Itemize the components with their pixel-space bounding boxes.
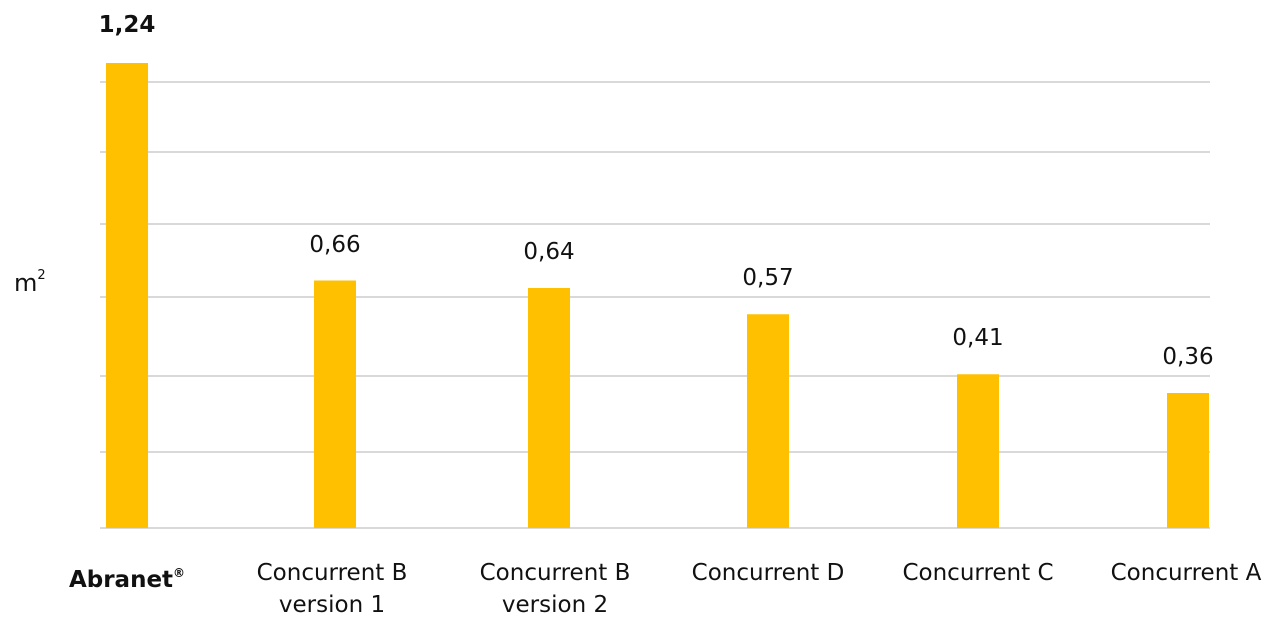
data-label: 0,36 <box>1162 344 1214 370</box>
data-label: 0,57 <box>742 265 794 292</box>
bar <box>106 63 148 528</box>
bar <box>1167 393 1209 528</box>
bars <box>106 63 1209 528</box>
category-label: Concurrent D <box>691 560 845 586</box>
category-label: Abranet® <box>68 566 186 593</box>
y-axis-label: m2 <box>14 268 46 297</box>
data-label: 0,64 <box>523 239 575 265</box>
data-label: 1,24 <box>98 12 156 38</box>
bar <box>528 288 570 528</box>
bar <box>747 314 789 528</box>
category-label: Concurrent B version 2 <box>479 560 631 618</box>
data-label: 0,66 <box>309 231 361 258</box>
category-label: Concurrent B version 1 <box>256 560 408 618</box>
bar <box>314 280 356 528</box>
gridlines <box>100 81 1210 529</box>
data-label: 0,41 <box>952 325 1004 352</box>
category-label: Concurrent A <box>1110 560 1262 586</box>
bar <box>957 374 999 528</box>
category-label: Concurrent C <box>902 560 1054 586</box>
